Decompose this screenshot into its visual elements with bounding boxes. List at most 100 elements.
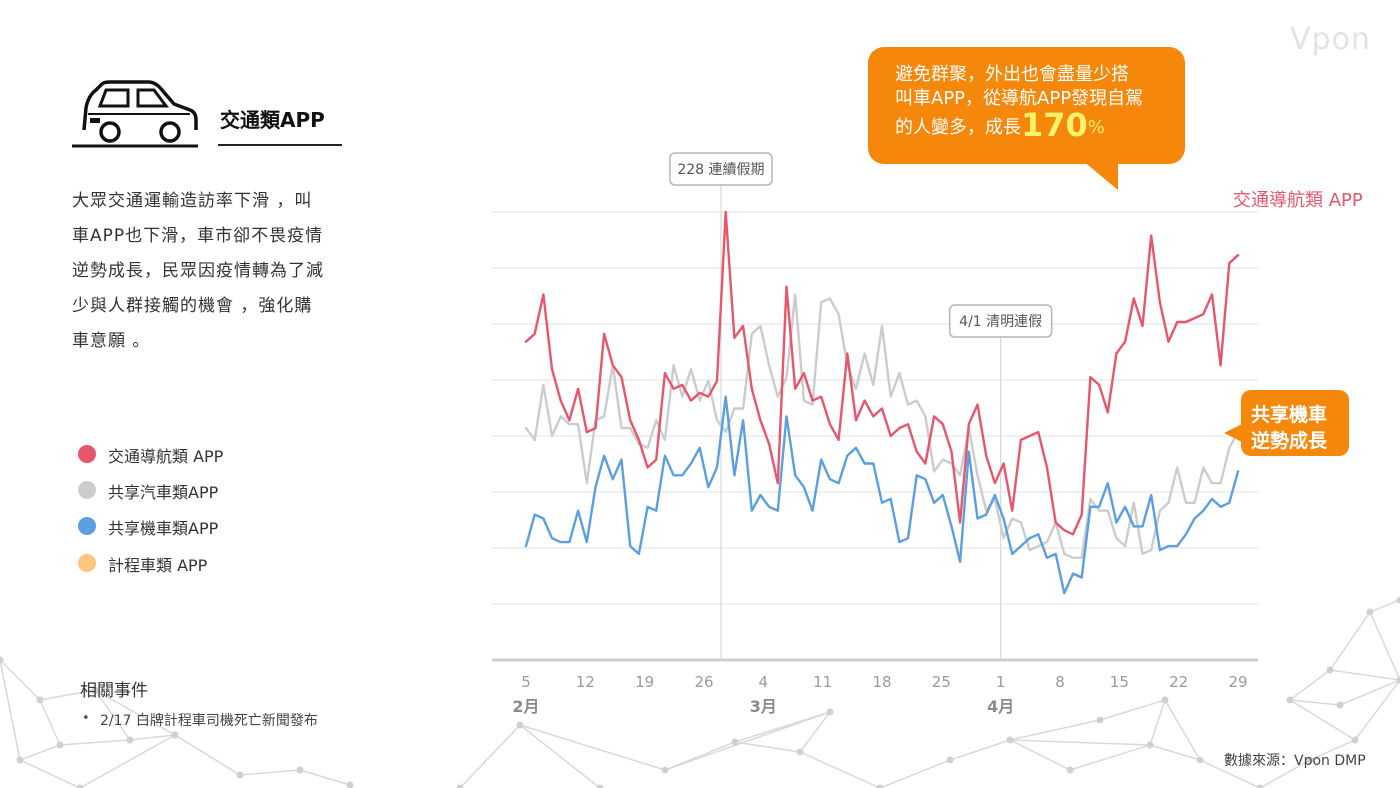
callout-growth-percent: % [1087,117,1105,138]
legend-dot [78,517,96,535]
decor-node [1096,716,1104,724]
callout-growth-number: 170 [1021,106,1088,144]
decor-node [1066,766,1074,774]
decor-node [1326,666,1334,674]
series-line [524,210,1240,536]
x-tick-label: 11 [813,673,832,691]
decor-line [1339,679,1400,706]
decor-node [236,771,244,779]
decor-node [596,784,604,788]
decor-node [56,741,64,749]
description-line: 少與人群接觸的機會 ，強化購 [72,296,313,316]
x-tick-label: 29 [1228,673,1247,691]
decor-line [39,689,96,701]
description-line: 大眾交通運輸造訪率下滑 ，叫 [72,191,313,211]
series-end-label: 交通導航類 APP [1233,190,1363,211]
decor-line [1164,699,1201,761]
legend-label: 共享機車類APP [108,519,219,538]
decor-line [1149,699,1166,746]
x-tick-label: 12 [576,673,595,691]
description: 大眾交通運輸造訪率下滑 ，叫 車APP也下滑，車市卻不畏疫情 逆勢成長，民眾因疫… [72,184,372,359]
event-marker-box [948,304,1053,338]
x-month-label: 4月 [987,697,1014,716]
decor-node [0,656,4,664]
legend-dot [78,554,96,572]
decor-line [1009,739,1071,771]
event-marker-box [669,152,773,186]
decor-line [59,739,131,746]
growth-label-tail [1224,424,1242,442]
decor-node [1006,736,1014,744]
growth-label-line: 共享機車 [1251,404,1328,426]
event-bullet: • [82,711,90,726]
decor-line [299,769,351,786]
decor-node [946,756,954,764]
decor-line [0,659,41,701]
decor-line [1009,719,1101,741]
callout-tail [1082,160,1118,190]
decor-line [879,759,951,788]
legend-dot [78,481,96,499]
decor-node [796,748,804,756]
decor-line [174,734,241,776]
decor-line [734,741,801,753]
event-marker-label: 4/1 清明連假 [959,314,1042,330]
car-icon [72,80,198,148]
growth-label-box [1241,390,1349,456]
decor-node [876,784,884,788]
decor-node [1161,696,1169,704]
decor-node [1396,596,1400,604]
decor-line [0,659,21,761]
callout-box [868,47,1185,164]
decor-line [949,739,1011,761]
description-line: 逆勢成長，民眾因疫情轉為了減 [72,261,324,281]
decor-node [346,781,354,788]
decor-node [36,696,44,704]
event-marker-label: 228 連續假期 [677,162,764,178]
description-line: 車意願 。 [72,331,151,351]
decor-line [1149,744,1201,761]
decor-line [1069,744,1151,771]
decor-line [1289,699,1356,741]
event-item: 2/17 白牌計程車司機死亡新聞發布 [100,713,318,729]
x-tick-label: 26 [694,673,713,691]
callout-line-text: 的人變多，成長 [895,117,1021,138]
decor-node [126,736,134,744]
decor-line [664,711,831,771]
decor-node [456,784,464,788]
section-title: 交通類APP [220,108,325,132]
callout-line-3: 的人變多，成長170% [895,109,1105,141]
decor-node [1396,676,1400,684]
decor-line [39,699,61,746]
decor-node [76,784,84,788]
description-line: 車APP也下滑，車市卻不畏疫情 [72,226,324,246]
decor-line [1289,669,1331,701]
legend-label: 共享汽車類APP [108,483,219,502]
decor-line [19,759,81,788]
decor-line [519,724,601,788]
decor-node [91,686,99,694]
decor-node [1306,756,1314,764]
decor-line [1329,669,1400,681]
decor-node [1366,608,1374,616]
title-underline [218,144,342,146]
decor-line [1369,599,1400,613]
x-tick-label: 22 [1169,673,1188,691]
decor-line [1099,699,1166,721]
decor-line [1259,759,1311,788]
decor-line [94,689,131,741]
x-tick-label: 5 [521,673,531,691]
legend-label: 計程車類 APP [108,556,208,575]
x-tick-label: 18 [872,673,891,691]
decor-node [731,738,739,746]
decor-line [799,751,881,788]
decor-node [1351,736,1359,744]
decor-line [799,711,831,753]
legend-label: 交通導航類 APP [108,447,224,466]
decor-line [1289,699,1341,706]
x-tick-label: 25 [932,673,951,691]
decor-line [239,769,301,776]
events-title: 相關事件 [80,681,148,701]
decor-node [16,756,24,764]
